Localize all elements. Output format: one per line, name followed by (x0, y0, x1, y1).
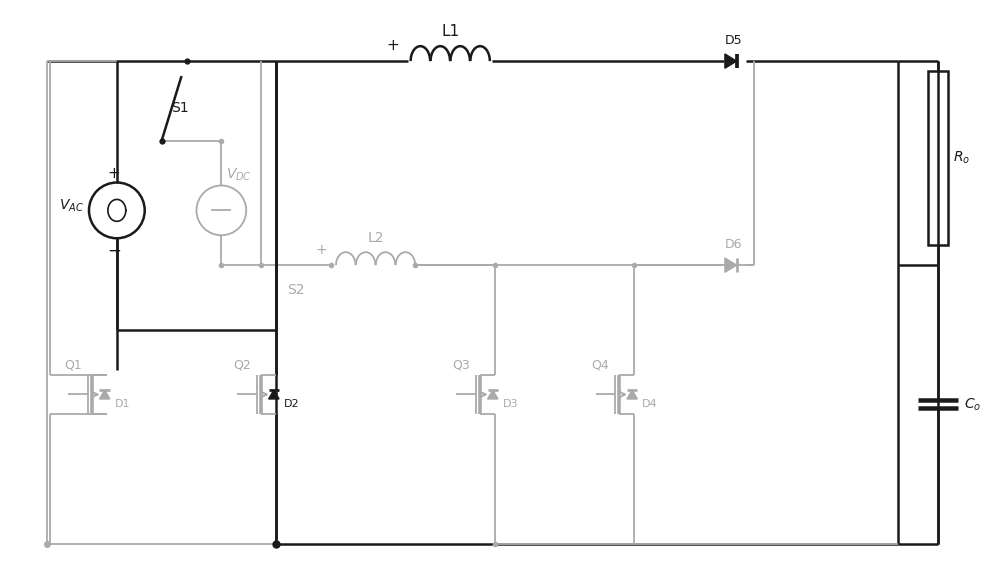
Text: +: + (107, 165, 120, 180)
Bar (928, 71, 948, 245)
Polygon shape (627, 390, 637, 399)
Polygon shape (488, 390, 498, 399)
Text: Q3: Q3 (452, 358, 470, 372)
Text: D4: D4 (642, 400, 658, 409)
Text: $V_{DC}$: $V_{DC}$ (226, 166, 252, 183)
Text: +: + (386, 38, 399, 53)
Text: $C_o$: $C_o$ (964, 396, 981, 412)
Text: −: − (107, 241, 121, 259)
Text: D5: D5 (725, 34, 743, 47)
Text: L1: L1 (441, 24, 459, 39)
Text: +: + (315, 243, 327, 257)
Text: $R_o$: $R_o$ (953, 150, 970, 166)
Text: D2: D2 (284, 400, 299, 409)
Text: D3: D3 (503, 400, 518, 409)
Polygon shape (269, 390, 279, 399)
Text: Q1: Q1 (64, 358, 82, 372)
Text: Q4: Q4 (592, 358, 609, 372)
Polygon shape (725, 54, 737, 68)
Text: L2: L2 (367, 231, 384, 245)
Text: $V_{AC}$: $V_{AC}$ (59, 197, 84, 213)
Polygon shape (725, 258, 737, 272)
Text: S1: S1 (172, 101, 189, 115)
Polygon shape (99, 390, 110, 399)
Text: S2: S2 (287, 283, 305, 297)
Text: Q2: Q2 (233, 358, 251, 372)
Text: D6: D6 (725, 238, 743, 251)
Text: D1: D1 (115, 400, 130, 409)
